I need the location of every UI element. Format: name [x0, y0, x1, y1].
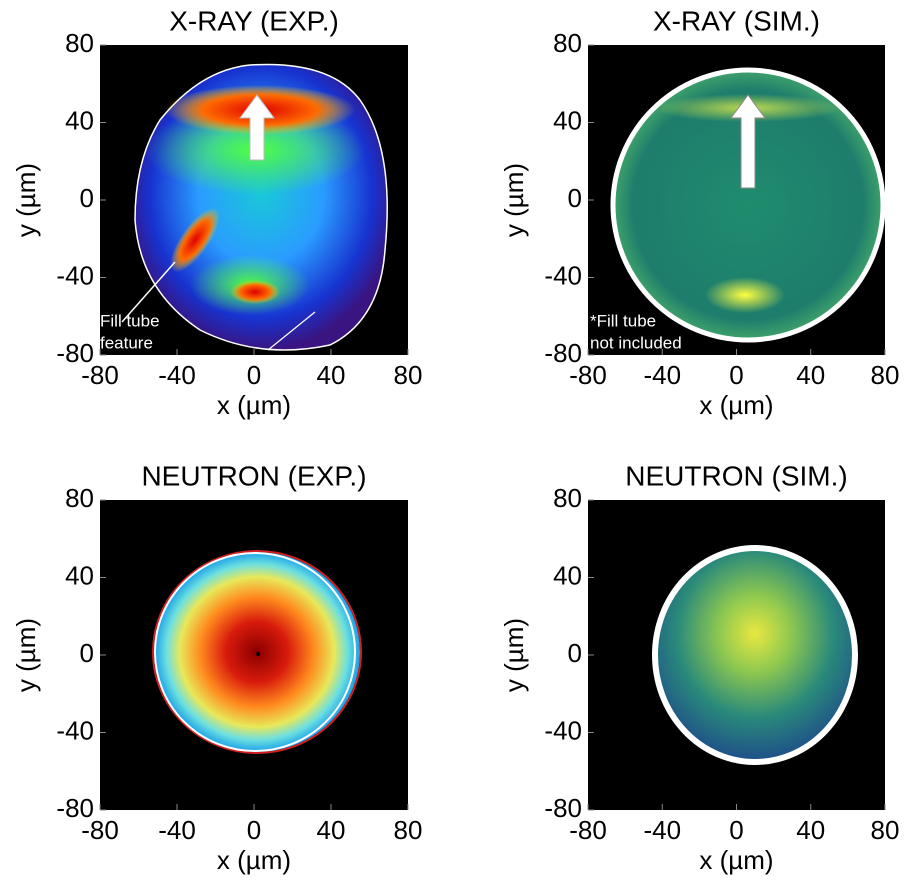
x-tick-label: 0: [729, 815, 743, 845]
y-tick-label: -80: [544, 338, 582, 368]
y-axis-label: y (µm): [499, 618, 529, 692]
x-tick-label: 0: [729, 360, 743, 390]
x-tick-label: 0: [247, 815, 261, 845]
x-tick-label: 40: [317, 360, 346, 390]
y-tick-label: -40: [56, 715, 94, 745]
figure: X-RAY (EXP.) x (µm) y (µm) -80 -40 0 40 80 -80 -4…: [0, 0, 923, 881]
x-axis-label: x (µm): [699, 390, 773, 420]
y-tick-label: 40: [65, 560, 94, 590]
x-tick-label: 80: [394, 815, 423, 845]
y-tick-label: 40: [553, 105, 582, 135]
x-tick-label: 40: [317, 815, 346, 845]
x-tick-label: 40: [796, 815, 825, 845]
y-axis-label: y (µm): [11, 618, 41, 692]
y-axis-label: y (µm): [11, 163, 41, 237]
xray-exp-image: [100, 45, 408, 355]
x-axis-label: x (µm): [699, 845, 773, 875]
neutron-sim-image: [588, 500, 885, 810]
x-tick-label: 80: [394, 360, 423, 390]
annotation: *Fill tube: [590, 311, 656, 330]
panel-title: X-RAY (SIM.): [653, 5, 820, 36]
x-axis-label: x (µm): [217, 390, 291, 420]
y-tick-label: 0: [568, 183, 582, 213]
panel-title: NEUTRON (EXP.): [141, 460, 366, 491]
y-tick-label: 80: [553, 483, 582, 513]
y-tick-label: -40: [56, 260, 94, 290]
y-tick-label: -40: [544, 715, 582, 745]
x-axis-label: x (µm): [217, 845, 291, 875]
y-tick-label: 0: [568, 638, 582, 668]
y-axis-label: y (µm): [499, 163, 529, 237]
x-tick-label: -40: [158, 360, 196, 390]
y-tick-label: 40: [65, 105, 94, 135]
y-tick-label: -80: [544, 793, 582, 823]
x-tick-label: 80: [871, 815, 900, 845]
y-tick-label: 80: [65, 483, 94, 513]
x-tick-label: 0: [247, 360, 261, 390]
x-tick-label: -40: [643, 815, 681, 845]
y-tick-label: 0: [80, 183, 94, 213]
annotation: not included: [590, 333, 682, 352]
x-tick-label: 40: [796, 360, 825, 390]
x-tick-label: -40: [158, 815, 196, 845]
y-tick-label: 40: [553, 560, 582, 590]
y-tick-label: -80: [56, 793, 94, 823]
x-tick-label: 80: [871, 360, 900, 390]
x-tick-label: -40: [643, 360, 681, 390]
annotation: Fill tube: [100, 311, 160, 330]
annotation: feature: [100, 333, 153, 352]
y-tick-label: -80: [56, 338, 94, 368]
xray-sim-image: [588, 45, 885, 355]
panel-title: NEUTRON (SIM.): [625, 460, 847, 491]
y-tick-label: 0: [80, 638, 94, 668]
y-tick-label: -40: [544, 260, 582, 290]
neutron-exp-image: [100, 500, 408, 810]
y-tick-label: 80: [553, 28, 582, 58]
y-tick-label: 80: [65, 28, 94, 58]
panel-title: X-RAY (EXP.): [169, 5, 339, 36]
